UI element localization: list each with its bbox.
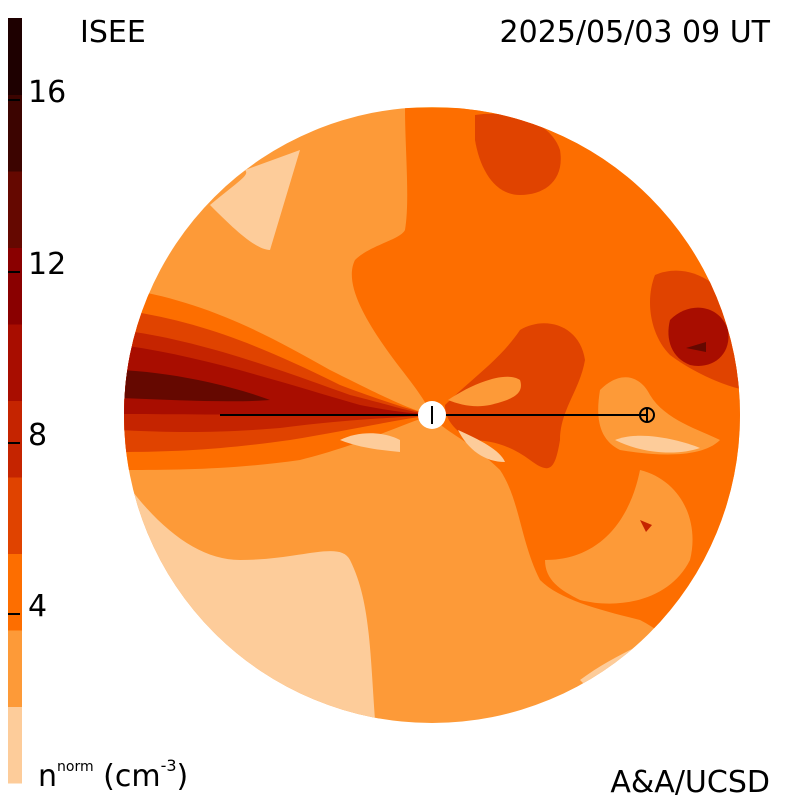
colorbar-band <box>8 324 22 401</box>
colorbar-band <box>8 706 22 784</box>
source-label: ISEE <box>80 15 146 50</box>
colorbar-band <box>8 247 22 325</box>
level-3-region <box>448 376 521 407</box>
colorbar <box>8 18 22 784</box>
level-5-region <box>475 113 561 195</box>
colorbar-band <box>8 94 22 172</box>
unit-close: ) <box>176 759 189 794</box>
quantity-symbol: n <box>38 759 58 794</box>
tick-label-12: 12 <box>28 247 67 282</box>
level-7-region <box>668 307 729 366</box>
level-2-region <box>340 433 400 452</box>
level-8-region <box>124 370 270 402</box>
level-6-region <box>640 520 652 532</box>
level-8-region <box>686 342 706 352</box>
earth-marker <box>639 407 655 423</box>
credit-label: A&A/UCSD <box>610 765 770 800</box>
colorbar-band <box>8 400 22 478</box>
colorbar-ticks <box>8 99 20 615</box>
colorbar-band <box>8 171 22 248</box>
unit-base: (cm <box>103 759 161 794</box>
colorbar-title: nnorm (cm-3) <box>38 758 189 794</box>
colorbar-band <box>8 18 22 95</box>
unit-exponent: -3 <box>160 756 177 775</box>
tick-label-8: 8 <box>28 418 48 453</box>
quantity-superscript: norm <box>57 759 94 775</box>
timestamp-label: 2025/05/03 09 UT <box>499 15 770 50</box>
level-3-region <box>598 377 720 455</box>
level-3-region <box>545 470 693 604</box>
colorbar-band <box>8 630 22 707</box>
tick-label-4: 4 <box>28 589 48 624</box>
level-2-region <box>615 435 700 453</box>
colorbar-band <box>8 553 22 631</box>
colorbar-band <box>8 477 22 554</box>
level-2-region <box>458 430 505 462</box>
tick-label-16: 16 <box>28 75 67 110</box>
level-2-region <box>210 150 300 250</box>
